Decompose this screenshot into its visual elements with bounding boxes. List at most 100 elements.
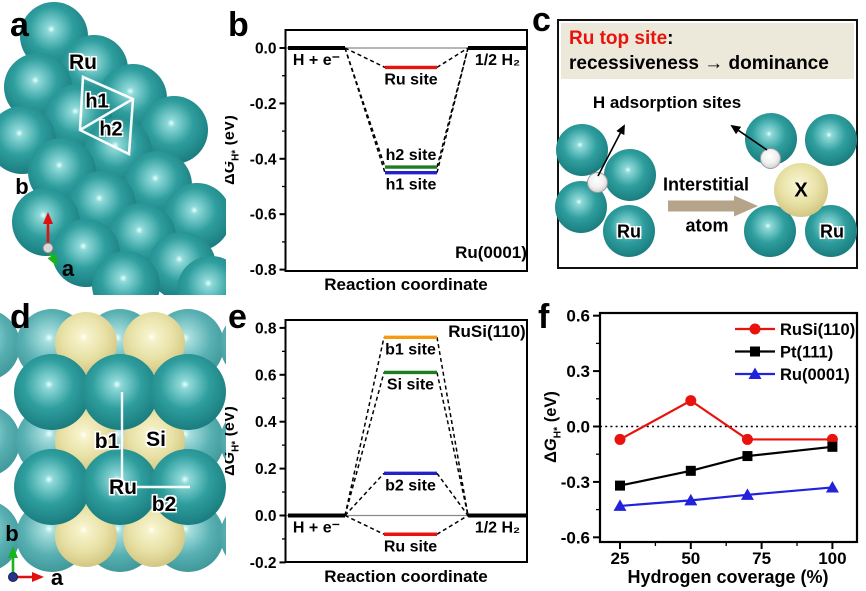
ru-atom	[805, 114, 857, 166]
legend-label: Ru(0001)	[780, 366, 850, 384]
legend-label: RuSi(110)	[780, 321, 855, 339]
ru-atom-label: Ru	[69, 51, 97, 74]
unit-cell-diagonal	[79, 97, 134, 132]
x-tick-label: 50	[681, 549, 700, 568]
y-tick-label: 0.3	[566, 362, 590, 381]
connector-dashed	[344, 337, 385, 516]
y-tick-label: 0.8	[255, 320, 277, 337]
panel-c-atoms	[530, 0, 866, 295]
connector-dashed	[436, 372, 469, 516]
unit-cell-rhombus	[78, 75, 135, 157]
axis-origin-ball	[8, 572, 18, 582]
energy-level-label: h2 site	[386, 147, 437, 164]
y-tick-label: 0.0	[566, 418, 590, 437]
marker-square	[685, 465, 696, 476]
chart-e-energy-diagram: b1 site Si site b2 site H + e⁻ Ru site 1/2 H₂…	[225, 319, 528, 586]
marker-triangle	[748, 367, 762, 379]
plot-frame	[284, 319, 528, 563]
pointer-arrow-left	[597, 124, 625, 177]
connector-dashed	[436, 47, 469, 69]
h-adsorption-sites-label: H adsorption sites	[592, 93, 742, 112]
marker-square	[750, 346, 760, 357]
marker-circle	[685, 395, 697, 407]
plot-frame	[284, 29, 528, 272]
marker-circle	[614, 433, 626, 445]
connector-dashed	[436, 472, 469, 516]
ru-atom-back	[220, 309, 226, 381]
y-tick-label: -0.4	[250, 151, 277, 168]
h1-site-label: h1	[85, 90, 109, 113]
energy-level-label: b1 site	[385, 341, 436, 358]
marker-triangle	[613, 499, 627, 511]
y-tick-label: 0.0	[255, 508, 277, 525]
panel-label-b: b	[228, 6, 249, 44]
panel-c-overlay	[597, 124, 768, 217]
b2-site-label: b2	[151, 493, 177, 516]
marker-circle	[741, 433, 753, 445]
ru-left-label: Ru	[617, 221, 641, 242]
x-interstitial-label: X	[794, 179, 808, 202]
schematic-header: Ru top site: recessiveness → dominance	[561, 23, 854, 79]
x-axis-label: Reaction coordinate	[324, 567, 487, 586]
connector-dashed	[436, 47, 469, 173]
y-tick-label: -0.6	[250, 207, 277, 224]
y-axis-label: ΔGH* (eV)	[225, 115, 242, 185]
y-tick-label: -0.2	[250, 555, 277, 572]
x-tick-label: 100	[818, 549, 846, 568]
ru-right-label: Ru	[820, 221, 844, 242]
energy-level-label: 1/2 H₂	[475, 520, 520, 537]
x-axis-label: Reaction coordinate	[324, 275, 487, 294]
ru-atom	[604, 149, 656, 201]
axis-a-label: a	[50, 565, 64, 590]
y-tick-label: -0.2	[250, 96, 277, 113]
marker-square	[827, 441, 838, 452]
y-tick-label: 0.0	[255, 41, 277, 58]
header-subtitle: recessiveness → dominance	[569, 53, 829, 74]
connector-dashed	[344, 47, 386, 168]
series-line-Ru(0001)	[619, 486, 833, 508]
series-line-Pt(111)	[619, 445, 833, 487]
y-tick-label: 0.2	[255, 461, 277, 478]
connector-dashed	[344, 514, 385, 535]
x-tick-label: 75	[752, 549, 771, 568]
connector-dashed	[436, 337, 469, 516]
panel-label-e: e	[228, 298, 247, 336]
connector-dashed	[344, 47, 386, 173]
y-tick-label: -0.3	[561, 473, 590, 492]
connector-dashed	[344, 472, 385, 517]
axis-a-label: a	[61, 256, 75, 281]
y-tick-label: 0.6	[566, 307, 590, 326]
atom-word: atom	[685, 215, 729, 236]
chart-b-energy-diagram: H + e⁻ Ru site h2 site h1 site 1/2 H₂ 0.0 -0.2…	[225, 29, 528, 294]
h2-site-label: h2	[99, 118, 123, 141]
axis-origin-ball	[42, 242, 54, 254]
ru-atom-front	[82, 354, 158, 430]
interstitial-arrow-head	[734, 195, 758, 217]
interstitial-word: Interstitial	[662, 174, 750, 195]
plot-title: Ru(0001)	[455, 243, 527, 262]
header-colon: :	[667, 28, 674, 49]
marker-square	[615, 480, 625, 491]
x-axis-label: Hydrogen coverage (%)	[627, 567, 828, 587]
ru-atom-back	[0, 405, 20, 477]
series-line-RuSi(110)	[619, 399, 833, 441]
ru-atom-label: Ru	[109, 476, 137, 499]
chart-f-coverage-plot: 25 50 75 100 0.6 0.3 0.0 -0.3 -0.6 Hydrogen cover…	[542, 307, 859, 587]
y-axis-label: ΔGH* (eV)	[542, 391, 564, 463]
h-atom	[586, 171, 608, 193]
marker-triangle	[825, 480, 839, 493]
energy-level-label: H + e⁻	[293, 520, 340, 537]
y-tick-label: -0.8	[250, 262, 277, 279]
energy-level-label: Ru site	[384, 71, 437, 88]
b1-site-label: b1	[94, 430, 120, 453]
ru-atom-back	[220, 405, 226, 477]
axis-b-label: b	[15, 174, 29, 199]
ru-atom-front	[14, 354, 90, 430]
y-tick-label: 0.6	[255, 367, 277, 384]
ru-atom-back	[0, 309, 20, 381]
y-tick-label: 0.4	[255, 414, 277, 431]
ru-atom-front	[14, 449, 90, 525]
energy-level-label: b2 site	[385, 477, 436, 494]
panel-label-d: d	[10, 298, 31, 336]
ru-atom	[603, 205, 655, 257]
